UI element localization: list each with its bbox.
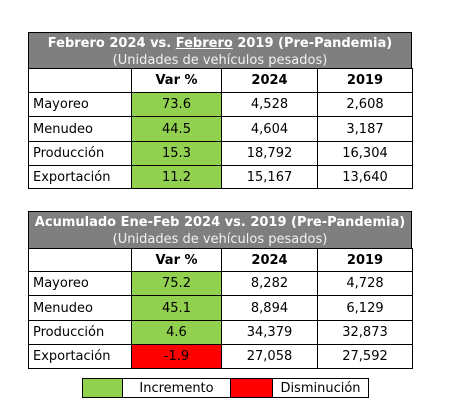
table-title: Acumulado Ene-Feb 2024 vs. 2019 (Pre-Pan… bbox=[28, 211, 412, 232]
table-title: Febrero 2024 vs. Febrero 2019 (Pre-Pande… bbox=[28, 32, 412, 53]
header-cell bbox=[28, 248, 132, 272]
legend-swatch bbox=[230, 378, 273, 398]
var-cell: 11.2 bbox=[131, 165, 222, 189]
header-cell: 2024 bbox=[221, 68, 318, 93]
header-cell: 2019 bbox=[317, 248, 413, 272]
header-cell: 2024 bbox=[221, 248, 318, 272]
header-cell: Var % bbox=[131, 248, 222, 272]
value-cell: 34,379 bbox=[221, 320, 318, 345]
value-cell: 15,167 bbox=[221, 165, 318, 189]
value-cell: 8,894 bbox=[221, 295, 318, 321]
row-label: Exportación bbox=[28, 344, 132, 369]
var-cell: 15.3 bbox=[131, 141, 222, 166]
row-label: Menudeo bbox=[28, 295, 132, 321]
title-part: Febrero bbox=[175, 35, 233, 51]
title-part: Febrero 2024 vs. bbox=[47, 35, 176, 51]
value-cell: 3,187 bbox=[317, 116, 413, 142]
header-cell: Var % bbox=[131, 68, 222, 93]
var-cell: 45.1 bbox=[131, 295, 222, 321]
value-cell: 27,058 bbox=[221, 344, 318, 369]
value-cell: 18,792 bbox=[221, 141, 318, 166]
value-cell: 4,728 bbox=[317, 271, 413, 296]
header-cell bbox=[28, 68, 132, 93]
var-cell: 44.5 bbox=[131, 116, 222, 142]
var-cell: 73.6 bbox=[131, 92, 222, 117]
var-cell: 75.2 bbox=[131, 271, 222, 296]
value-cell: 6,129 bbox=[317, 295, 413, 321]
value-cell: 8,282 bbox=[221, 271, 318, 296]
row-label: Producción bbox=[28, 320, 132, 345]
title-part: 2019 (Pre-Pandemia) bbox=[232, 35, 393, 51]
table-subtitle: (Unidades de vehículos pesados) bbox=[28, 52, 412, 69]
header-cell: 2019 bbox=[317, 68, 413, 93]
value-cell: 4,528 bbox=[221, 92, 318, 117]
row-label: Menudeo bbox=[28, 116, 132, 142]
table-subtitle: (Unidades de vehículos pesados) bbox=[28, 231, 412, 249]
legend-label: Incremento bbox=[122, 378, 231, 398]
legend-swatch bbox=[82, 378, 123, 398]
row-label: Mayoreo bbox=[28, 271, 132, 296]
value-cell: 4,604 bbox=[221, 116, 318, 142]
value-cell: 2,608 bbox=[317, 92, 413, 117]
var-cell: 4.6 bbox=[131, 320, 222, 345]
row-label: Producción bbox=[28, 141, 132, 166]
value-cell: 16,304 bbox=[317, 141, 413, 166]
value-cell: 13,640 bbox=[317, 165, 413, 189]
row-label: Mayoreo bbox=[28, 92, 132, 117]
value-cell: 32,873 bbox=[317, 320, 413, 345]
value-cell: 27,592 bbox=[317, 344, 413, 369]
var-cell: -1.9 bbox=[131, 344, 222, 369]
title-part: Acumulado Ene-Feb 2024 vs. 2019 (Pre-Pan… bbox=[34, 214, 406, 230]
row-label: Exportación bbox=[28, 165, 132, 189]
legend-label: Disminución bbox=[272, 378, 369, 398]
